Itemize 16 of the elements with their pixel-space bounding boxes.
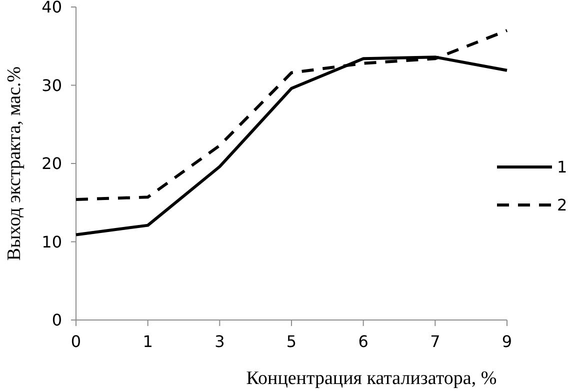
y-tick-label: 20 bbox=[42, 154, 62, 174]
x-axis-title: Концентрация катализатора, % bbox=[246, 368, 497, 389]
legend-label: 1 bbox=[557, 158, 568, 177]
x-tick-label: 5 bbox=[286, 332, 297, 351]
y-tick-label: 30 bbox=[42, 76, 62, 95]
y-tick-label: 40 bbox=[42, 0, 62, 17]
x-tick-label: 1 bbox=[142, 332, 153, 351]
x-tick-label: 3 bbox=[214, 332, 225, 351]
x-tick-label: 7 bbox=[430, 332, 440, 351]
x-tick-label: 6 bbox=[358, 332, 368, 351]
y-tick-label: 0 bbox=[52, 310, 62, 330]
y-axis-title: Выход экстракта, мас.% bbox=[4, 66, 25, 261]
legend-label: 2 bbox=[557, 196, 568, 215]
x-tick-label: 9 bbox=[502, 332, 512, 351]
y-tick-label: 10 bbox=[42, 232, 62, 252]
x-tick-label: 0 bbox=[70, 332, 82, 351]
